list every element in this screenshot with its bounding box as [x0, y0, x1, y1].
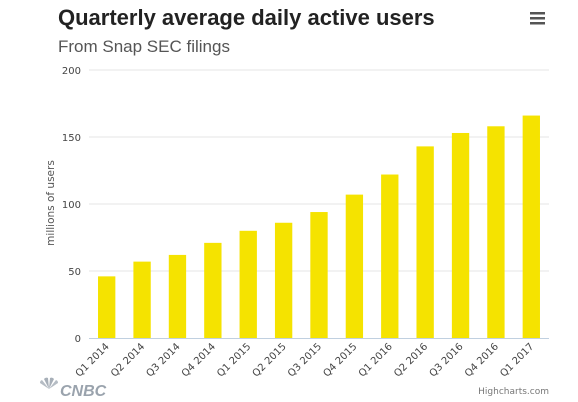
bar-q4-2016[interactable]	[487, 126, 505, 338]
y-tick-label: 150	[62, 133, 81, 144]
x-tick-label: Q2 2014	[109, 341, 147, 379]
cnbc-brand-text: CNBC	[60, 383, 107, 400]
x-tick-label: Q3 2014	[144, 341, 182, 379]
x-tick-label: Q4 2014	[180, 341, 218, 379]
y-tick-label: 100	[62, 200, 81, 211]
y-axis-ticks: 0 50 100 150 200	[62, 66, 81, 345]
cnbc-logo[interactable]: CNBC	[39, 377, 107, 400]
highcharts-credit[interactable]: Highcharts.com	[478, 387, 549, 397]
bar-q1-2014[interactable]	[98, 276, 116, 338]
bar-q4-2015[interactable]	[345, 194, 364, 338]
menu-button[interactable]	[526, 8, 548, 28]
x-tick-label: Q4 2015	[321, 341, 359, 379]
bar-q1-2017[interactable]	[522, 115, 540, 338]
y-axis-label: millions of users	[45, 160, 57, 246]
bars	[98, 115, 540, 338]
hamburger-menu-icon	[530, 12, 545, 25]
bar-q3-2016[interactable]	[451, 132, 470, 338]
x-tick-label: Q1 2014	[74, 341, 112, 379]
x-tick-label: Q1 2017	[498, 341, 536, 379]
bar-q2-2014[interactable]	[133, 261, 151, 338]
chart-title: Quarterly average daily active users	[58, 5, 435, 30]
y-tick-label: 50	[68, 267, 81, 278]
bar-q3-2014[interactable]	[168, 254, 187, 338]
x-tick-label: Q2 2015	[251, 341, 289, 379]
x-tick-label: Q1 2015	[215, 341, 253, 379]
x-tick-label: Q3 2016	[428, 341, 466, 379]
bar-q1-2015[interactable]	[239, 230, 257, 338]
chart-subtitle: From Snap SEC filings	[58, 37, 230, 56]
bar-q2-2016[interactable]	[416, 146, 434, 338]
x-tick-label: Q3 2015	[286, 341, 324, 379]
x-tick-label: Q1 2016	[357, 341, 395, 379]
bar-q3-2015[interactable]	[310, 212, 328, 338]
peacock-logo-icon	[39, 377, 59, 389]
y-tick-label: 0	[75, 334, 81, 345]
x-tick-label: Q2 2016	[392, 341, 430, 379]
bar-q1-2016[interactable]	[381, 174, 399, 338]
x-tick-label: Q4 2016	[463, 341, 501, 379]
y-tick-label: 200	[62, 66, 81, 77]
bar-q4-2014[interactable]	[204, 242, 222, 338]
bar-q2-2015[interactable]	[274, 222, 293, 338]
